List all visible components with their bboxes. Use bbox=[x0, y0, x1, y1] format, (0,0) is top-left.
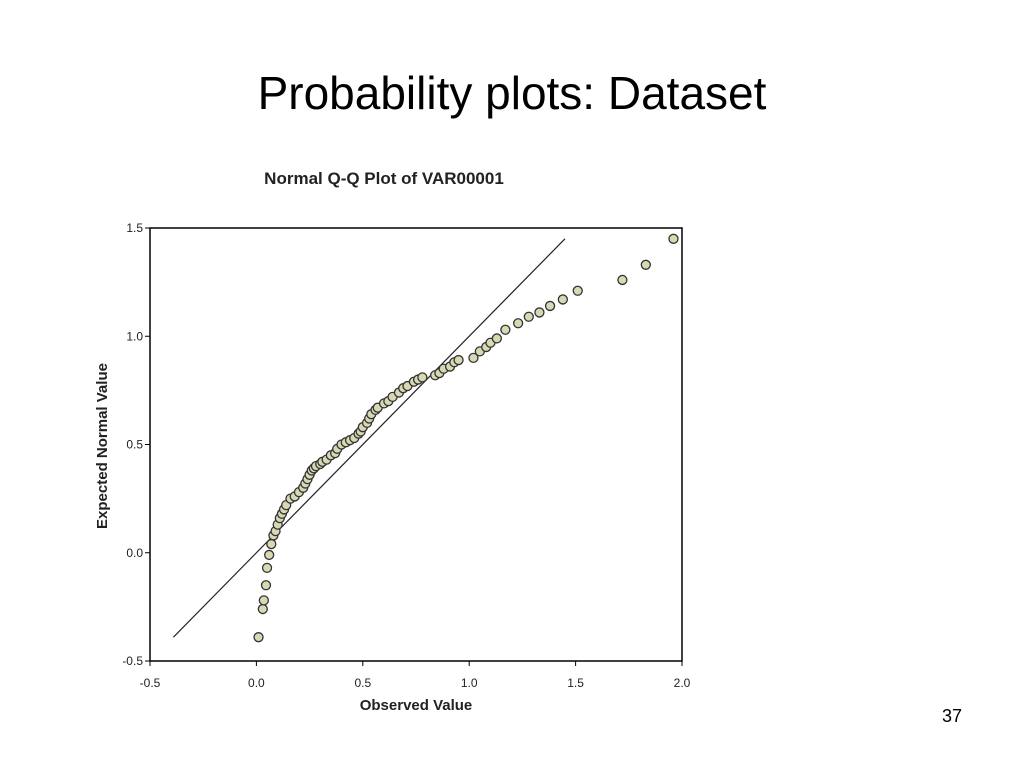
slide-title: Probability plots: Dataset bbox=[257, 67, 767, 119]
chart-title: Normal Q-Q Plot of VAR00001 bbox=[264, 169, 504, 188]
x-tick-label: 0.0 bbox=[248, 676, 265, 690]
data-point bbox=[512, 318, 524, 329]
data-point bbox=[258, 595, 269, 606]
y-axis-label: Expected Normal Value bbox=[94, 363, 111, 529]
data-point bbox=[417, 372, 428, 383]
x-tick-label: 1.0 bbox=[461, 676, 478, 690]
data-point bbox=[453, 354, 464, 366]
data-point bbox=[491, 333, 503, 344]
data-point bbox=[257, 603, 268, 615]
plot-frame bbox=[149, 227, 683, 662]
x-tick-label: 0.5 bbox=[354, 676, 371, 690]
y-tick-label: 1.0 bbox=[126, 329, 143, 343]
data-point bbox=[534, 307, 545, 318]
page-number: 37 bbox=[941, 706, 962, 726]
y-tick-label: 1.5 bbox=[126, 221, 143, 235]
data-point bbox=[544, 300, 556, 312]
y-tick-label: 0.5 bbox=[126, 438, 143, 452]
data-point bbox=[500, 324, 511, 335]
y-tick-label: -0.5 bbox=[122, 654, 143, 668]
data-point bbox=[523, 311, 534, 322]
reference-line bbox=[172, 238, 566, 638]
y-tick-label: 0.0 bbox=[126, 546, 143, 560]
x-tick-label: 2.0 bbox=[674, 676, 691, 690]
data-point bbox=[266, 538, 277, 550]
reference-line-layer bbox=[172, 238, 566, 638]
x-tick-label: 1.5 bbox=[567, 676, 584, 690]
data-point bbox=[668, 233, 679, 244]
data-point bbox=[253, 632, 264, 643]
data-point bbox=[572, 285, 583, 296]
data-point bbox=[260, 580, 272, 591]
x-axis-label: Observed Value bbox=[360, 697, 473, 714]
data-points-layer bbox=[253, 233, 679, 643]
data-point bbox=[557, 294, 568, 305]
data-point bbox=[261, 562, 273, 574]
axes-layer: -0.5 0.0 0.5 1.0 1.5 2.0 -0.5 0.0 0.5 1.0 1.5 bbox=[122, 221, 690, 690]
data-point bbox=[468, 352, 479, 364]
data-point bbox=[264, 549, 275, 561]
x-tick-label: -0.5 bbox=[140, 676, 161, 690]
data-point bbox=[640, 259, 651, 270]
data-point bbox=[617, 274, 628, 286]
